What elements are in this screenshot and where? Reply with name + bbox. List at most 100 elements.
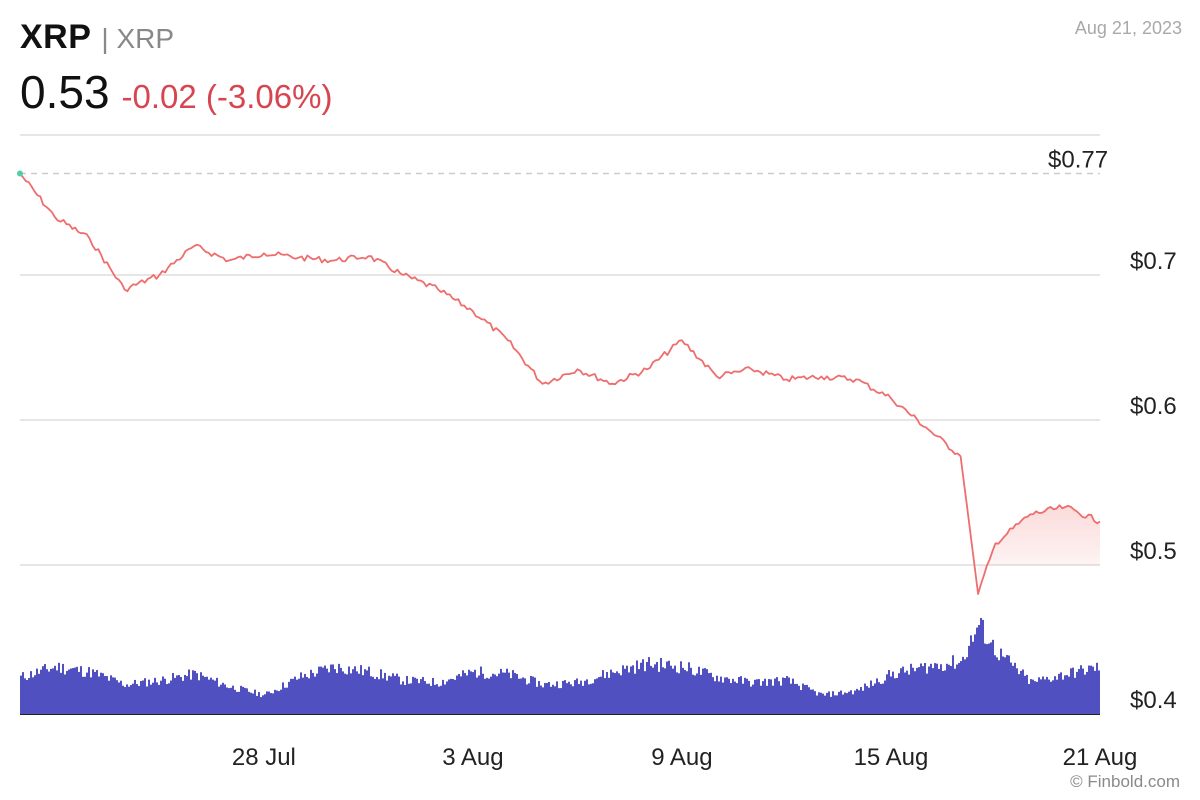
volume-bar [718, 681, 720, 714]
volume-bar [972, 641, 974, 714]
price-series-line [19, 172, 1101, 595]
volume-bar [550, 686, 552, 714]
volume-bar [216, 677, 218, 714]
y-tick-label: $0.7 [1130, 248, 1177, 275]
volume-bar [180, 676, 182, 714]
volume-bar [60, 672, 62, 714]
volume-bar [948, 664, 950, 714]
volume-bar [268, 691, 270, 714]
volume-bar [320, 666, 322, 714]
volume-bar [940, 664, 942, 714]
volume-bar [902, 666, 904, 714]
volume-bar [370, 676, 372, 714]
volume-bar [856, 688, 858, 714]
volume-bar [950, 666, 952, 714]
volume-bar [412, 676, 414, 714]
volume-bar [82, 676, 84, 714]
volume-bar [214, 680, 216, 714]
volume-bar [446, 681, 448, 714]
volume-bar [342, 671, 344, 714]
volume-bar [86, 672, 88, 714]
volume-bar [930, 663, 932, 714]
volume-bar [662, 667, 664, 714]
volume-bar [108, 680, 110, 714]
volume-bar [164, 678, 166, 714]
volume-bar [264, 694, 266, 714]
volume-bar [736, 683, 738, 714]
volume-bar [224, 684, 226, 714]
volume-bar [612, 672, 614, 714]
volume-bar [100, 672, 102, 714]
volume-bar [230, 687, 232, 714]
volume-bar [970, 635, 972, 714]
volume-bar [752, 684, 754, 714]
volume-bar [820, 692, 822, 714]
volume-bar [910, 663, 912, 714]
volume-bar [352, 669, 354, 714]
volume-bar [610, 669, 612, 714]
volume-bar [802, 683, 804, 714]
volume-bar [508, 672, 510, 714]
volume-bar [1078, 669, 1080, 714]
volume-bar [1002, 656, 1004, 714]
volume-bar [952, 655, 954, 714]
volume-bar [830, 696, 832, 714]
volume-bar [382, 678, 384, 714]
volume-bar [326, 668, 328, 714]
volume-bar [442, 679, 444, 714]
volume-bar [714, 681, 716, 714]
volume-bar [926, 673, 928, 714]
volume-bar [844, 692, 846, 714]
volume-bar [698, 666, 700, 714]
volume-bar [788, 677, 790, 714]
volume-bar [72, 668, 74, 714]
x-tick-label: 3 Aug [442, 744, 503, 771]
volume-bar [474, 669, 476, 714]
volume-bar [378, 679, 380, 714]
volume-bar [932, 668, 934, 714]
volume-bar [118, 682, 120, 714]
volume-bar [680, 661, 682, 714]
volume-bar [294, 676, 296, 714]
x-tick-label: 28 Jul [232, 744, 296, 771]
volume-bar [98, 676, 100, 714]
volume-bar [298, 678, 300, 714]
volume-bar [740, 676, 742, 714]
volume-bar [702, 668, 704, 714]
volume-bar [888, 670, 890, 714]
volume-bar [36, 668, 38, 714]
volume-bar [286, 687, 288, 714]
volume-bar [208, 679, 210, 714]
volume-bar [168, 683, 170, 714]
volume-bar [158, 684, 160, 714]
volume-bar [1038, 677, 1040, 714]
volume-bar [694, 675, 696, 714]
volume-bar [1054, 676, 1056, 714]
volume-bar [682, 667, 684, 714]
volume-bar [706, 669, 708, 714]
volume-bar [530, 675, 532, 714]
volume-bar [1094, 670, 1096, 714]
volume-bar [636, 660, 638, 714]
volume-bar [328, 672, 330, 714]
volume-bar [426, 683, 428, 714]
volume-bar [518, 678, 520, 714]
volume-bar [716, 675, 718, 714]
volume-bar [588, 684, 590, 714]
volume-bar [292, 678, 294, 714]
volume-bar [234, 689, 236, 714]
volume-bar [1066, 675, 1068, 714]
volume-bar [156, 682, 158, 714]
volume-bar [94, 671, 96, 714]
volume-bar [936, 663, 938, 714]
volume-bar [252, 693, 254, 714]
price-area-fill [978, 505, 1100, 594]
volume-bar [908, 674, 910, 714]
volume-bar [892, 671, 894, 714]
volume-bar [24, 678, 26, 714]
volume-bar [344, 673, 346, 714]
volume-bar [322, 667, 324, 714]
volume-bar [210, 677, 212, 714]
chart-date: Aug 21, 2023 [1074, 18, 1182, 38]
volume-bar [730, 683, 732, 714]
